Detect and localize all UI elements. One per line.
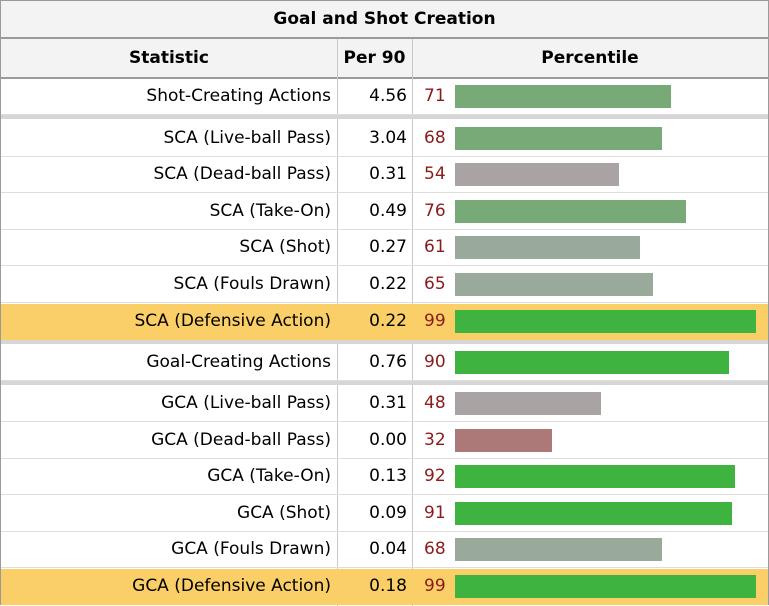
table-row: SCA (Live-ball Pass) 3.04 68: [1, 121, 768, 157]
per90-cell: 4.56: [369, 86, 407, 106]
statistic-cell: GCA (Shot): [237, 503, 331, 523]
percentile-value: 32: [424, 430, 446, 450]
per90-cell: 3.04: [369, 128, 407, 148]
percentile-value: 71: [424, 86, 446, 106]
section-separator: [1, 381, 768, 385]
header-statistic[interactable]: Statistic: [129, 48, 209, 68]
percentile-bar: [455, 85, 671, 108]
percentile-bar: [455, 273, 653, 296]
statistic-cell: Shot-Creating Actions: [146, 86, 331, 106]
table-row: Goal-Creating Actions 0.76 90: [1, 345, 768, 381]
percentile-value: 48: [424, 393, 446, 413]
table-row: GCA (Shot) 0.09 91: [1, 496, 768, 532]
percentile-value: 65: [424, 274, 446, 294]
per90-cell: 0.22: [369, 274, 407, 294]
statistic-cell: GCA (Defensive Action): [132, 576, 331, 596]
table-header: Statistic Per 90 Percentile: [1, 39, 768, 79]
table-row: SCA (Shot) 0.27 61: [1, 230, 768, 266]
per90-cell: 0.31: [369, 164, 407, 184]
percentile-bar: [455, 310, 756, 333]
per90-cell: 0.00: [369, 430, 407, 450]
table-row: GCA (Dead-ball Pass) 0.00 32: [1, 423, 768, 459]
percentile-bar: [455, 163, 619, 186]
section-separator: [1, 115, 768, 119]
header-percentile[interactable]: Percentile: [541, 48, 639, 68]
per90-cell: 0.18: [369, 576, 407, 596]
percentile-bar: [455, 429, 552, 452]
statistic-cell: GCA (Dead-ball Pass): [151, 430, 331, 450]
statistic-cell: Goal-Creating Actions: [146, 352, 331, 372]
per90-cell: 0.13: [369, 466, 407, 486]
statistic-cell: SCA (Shot): [239, 237, 331, 257]
percentile-bar: [455, 392, 601, 415]
percentile-bar: [455, 127, 662, 150]
percentile-bar: [455, 351, 729, 374]
per90-cell: 0.09: [369, 503, 407, 523]
percentile-bar: [455, 538, 662, 561]
table-row: GCA (Defensive Action) 0.18 99: [1, 569, 768, 605]
percentile-value: 92: [424, 466, 446, 486]
table-row: SCA (Fouls Drawn) 0.22 65: [1, 267, 768, 303]
percentile-value: 90: [424, 352, 446, 372]
percentile-value: 99: [424, 311, 446, 331]
statistic-cell: GCA (Live-ball Pass): [161, 393, 331, 413]
table-row: GCA (Fouls Drawn) 0.04 68: [1, 532, 768, 568]
percentile-value: 91: [424, 503, 446, 523]
percentile-bar: [455, 465, 735, 488]
table-row: Shot-Creating Actions 4.56 71: [1, 79, 768, 115]
percentile-value: 68: [424, 539, 446, 559]
percentile-value: 76: [424, 201, 446, 221]
statistic-cell: SCA (Dead-ball Pass): [153, 164, 331, 184]
percentile-value: 54: [424, 164, 446, 184]
per90-cell: 0.76: [369, 352, 407, 372]
percentile-value: 99: [424, 576, 446, 596]
statistic-cell: GCA (Take-On): [207, 466, 331, 486]
table-row: GCA (Live-ball Pass) 0.31 48: [1, 386, 768, 422]
per90-cell: 0.49: [369, 201, 407, 221]
per90-cell: 0.31: [369, 393, 407, 413]
percentile-bar: [455, 236, 640, 259]
table-row: SCA (Take-On) 0.49 76: [1, 194, 768, 230]
table-row: SCA (Defensive Action) 0.22 99: [1, 304, 768, 340]
statistic-cell: SCA (Defensive Action): [134, 311, 331, 331]
header-per90[interactable]: Per 90: [343, 48, 406, 68]
percentile-bar: [455, 575, 756, 598]
per90-cell: 0.27: [369, 237, 407, 257]
statistic-cell: SCA (Take-On): [209, 201, 331, 221]
table-row: GCA (Take-On) 0.13 92: [1, 459, 768, 495]
per90-cell: 0.04: [369, 539, 407, 559]
per90-cell: 0.22: [369, 311, 407, 331]
statistic-cell: SCA (Live-ball Pass): [163, 128, 332, 148]
percentile-value: 68: [424, 128, 446, 148]
section-separator: [1, 340, 768, 344]
percentile-bar: [455, 200, 686, 223]
table-title: Goal and Shot Creation: [1, 1, 768, 39]
statistic-cell: SCA (Fouls Drawn): [173, 274, 331, 294]
percentile-value: 61: [424, 237, 446, 257]
percentile-bar: [455, 502, 732, 525]
statistic-cell: GCA (Fouls Drawn): [171, 539, 331, 559]
table-row: SCA (Dead-ball Pass) 0.31 54: [1, 157, 768, 193]
